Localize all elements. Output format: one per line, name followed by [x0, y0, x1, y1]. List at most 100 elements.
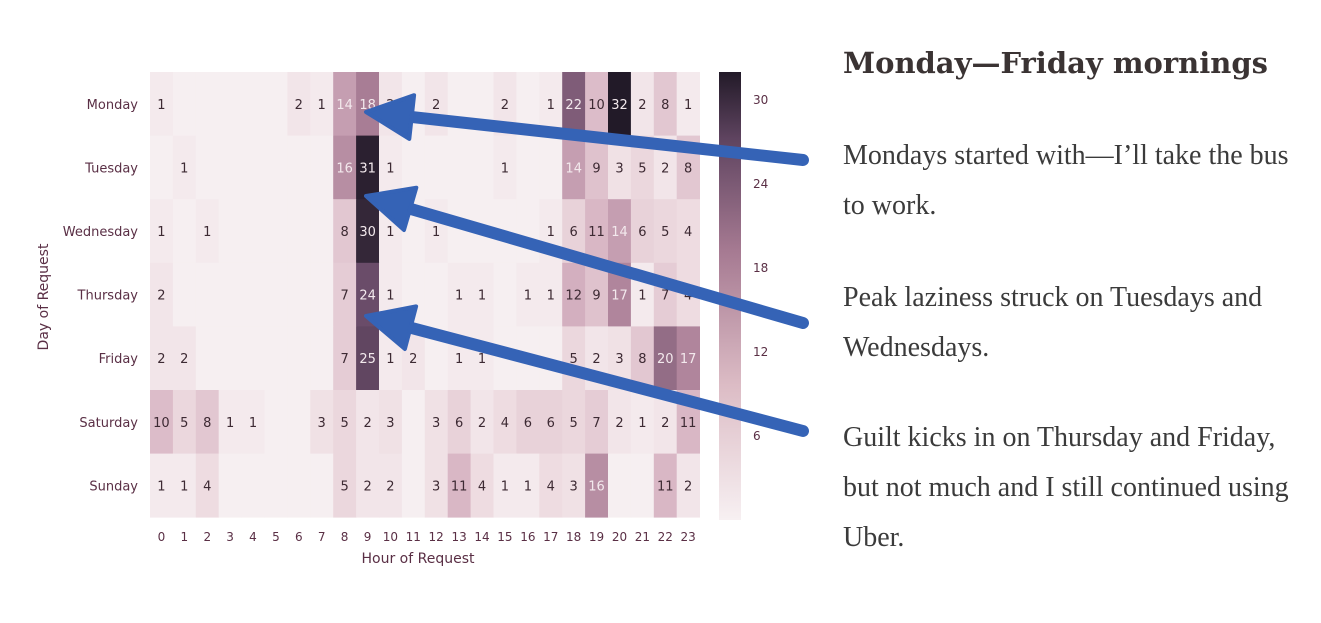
heatmap-cell [310, 199, 334, 264]
cell-value-label: 2 [661, 416, 669, 431]
heatmap-cell [470, 262, 494, 327]
cell-value-label: 2 [615, 416, 623, 431]
cell-value-label: 1 [524, 479, 532, 494]
heatmap-cell [356, 453, 380, 518]
y-tick-label: Saturday [79, 416, 138, 431]
heatmap-cell [630, 453, 655, 518]
colorbar-tick-label: 30 [753, 93, 768, 107]
heatmap-cell [241, 199, 265, 264]
cell-value-label: 1 [180, 161, 188, 176]
cell-value-label: 1 [386, 161, 394, 176]
heatmap-cell [172, 135, 197, 200]
heatmap-cell [424, 390, 449, 454]
heatmap-cell [424, 262, 449, 327]
cell-value-label: 11 [657, 479, 674, 494]
heatmap-cell [401, 135, 426, 200]
cell-value-label: 5 [180, 416, 188, 431]
heatmap-cell [676, 453, 700, 518]
cell-value-label: 6 [547, 416, 555, 431]
heatmap-cell [585, 262, 609, 327]
cell-value-label: 4 [684, 225, 692, 240]
heatmap-cell [150, 390, 174, 454]
cell-value-label: 2 [157, 289, 165, 304]
heatmap-cell [516, 72, 540, 136]
cell-value-label: 3 [386, 416, 394, 431]
heatmap-cell [241, 72, 265, 136]
annotation-arrows [364, 93, 809, 437]
x-tick-label: 15 [497, 530, 512, 544]
x-tick-label: 11 [406, 530, 421, 544]
heatmap-cell [218, 135, 242, 200]
heatmap-cell [653, 326, 678, 391]
heatmap-cell [195, 453, 220, 518]
cell-value-label: 2 [295, 98, 303, 113]
cell-value-label: 14 [565, 161, 582, 176]
heatmap-cell [608, 199, 632, 264]
x-tick-label: 14 [474, 530, 489, 544]
heatmap-cell [150, 453, 174, 518]
heatmap-cell [562, 262, 586, 327]
x-tick-label: 5 [272, 530, 280, 544]
heatmap-cell [539, 262, 563, 327]
heatmap-cell [333, 72, 357, 136]
cell-value-label: 1 [157, 225, 165, 240]
cell-value-label: 5 [570, 416, 578, 431]
cell-value-label: 9 [592, 289, 600, 304]
heatmap-cell [287, 453, 311, 518]
cell-value-label: 1 [638, 289, 646, 304]
cell-value-label: 2 [363, 416, 371, 431]
heatmap-cell [241, 262, 265, 327]
heatmap-cell [539, 326, 563, 391]
cell-value-label: 2 [180, 352, 188, 367]
heatmap-cell [585, 453, 609, 518]
cell-value-label: 3 [615, 161, 623, 176]
x-tick-label: 23 [680, 530, 695, 544]
cell-value-label: 1 [501, 479, 509, 494]
cell-value-label: 2 [432, 98, 440, 113]
heatmap-cell [493, 390, 517, 454]
heatmap-cell [356, 326, 380, 391]
heatmap-cell [218, 326, 242, 391]
heatmap-cell [172, 72, 197, 136]
cell-value-label: 10 [588, 98, 605, 113]
x-tick-label: 18 [566, 530, 581, 544]
heatmap-cell [379, 453, 403, 518]
heatmap-cell [310, 135, 334, 200]
heatmap-cell [264, 453, 288, 518]
heatmap-cell [630, 199, 655, 264]
heatmap-cell [562, 390, 586, 454]
heatmap-cell [356, 135, 380, 200]
heatmap-cell [539, 72, 563, 136]
heatmap-cell [241, 135, 265, 200]
heatmap-cell [287, 72, 311, 136]
cell-value-label: 20 [657, 352, 674, 367]
x-axis-label: Hour of Request [362, 551, 475, 567]
heatmap-cell [241, 326, 265, 391]
heatmap-cell [172, 453, 197, 518]
heatmap-cell [150, 326, 174, 391]
heatmap-cell [516, 199, 540, 264]
heatmap-cell [150, 135, 174, 200]
heatmap-cell [218, 390, 242, 454]
cell-value-label: 1 [157, 98, 165, 113]
heatmap-cell [356, 72, 380, 136]
heatmap-cell [608, 262, 632, 327]
heatmap-cell [264, 326, 288, 391]
cell-value-label: 2 [661, 161, 669, 176]
cell-value-label: 2 [478, 416, 486, 431]
heatmap-cell [539, 390, 563, 454]
heatmap-cell [608, 453, 632, 518]
cell-value-label: 10 [153, 416, 170, 431]
heatmap-cell [264, 72, 288, 136]
cell-value-label: 1 [684, 98, 692, 113]
heatmap-cell [585, 72, 609, 136]
heatmap-cell [241, 453, 265, 518]
heatmap-cell [333, 453, 357, 518]
heatmap-cell [195, 72, 220, 136]
cell-value-label: 22 [565, 98, 582, 113]
heatmap-cell [424, 453, 449, 518]
heatmap-cell [195, 262, 220, 327]
heatmap-cell [356, 199, 380, 264]
heatmap-cell [493, 72, 517, 136]
cell-value-label: 14 [611, 225, 628, 240]
